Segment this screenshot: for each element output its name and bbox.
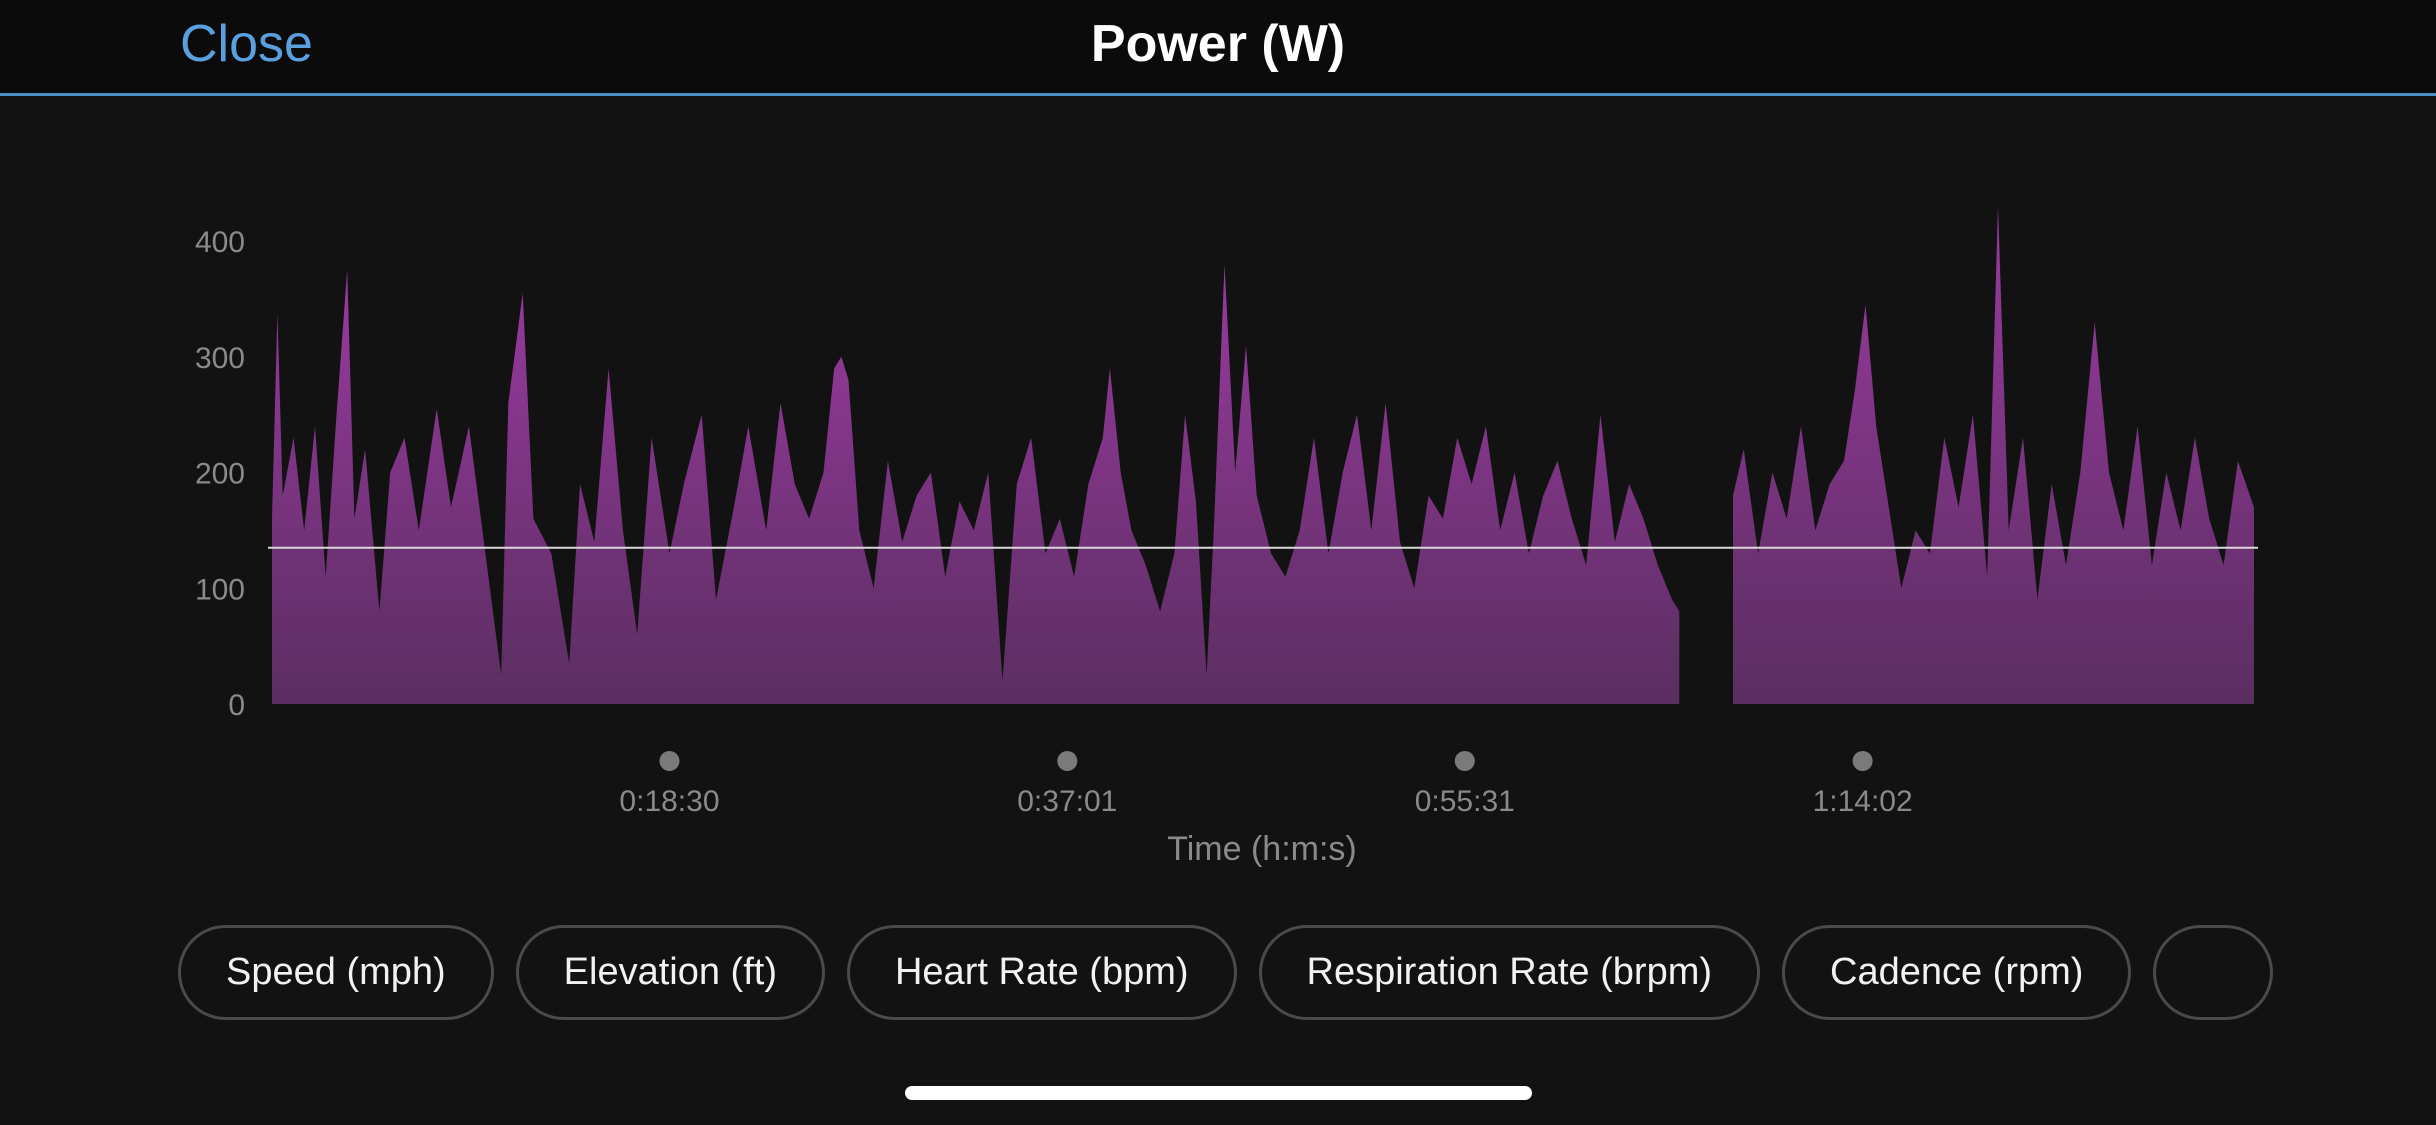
y-tick-label: 0 bbox=[228, 689, 245, 722]
metric-pill[interactable]: Elevation (ft) bbox=[515, 925, 825, 1020]
metric-pill[interactable]: Cadence (rpm) bbox=[1782, 925, 2132, 1020]
y-axis: 0 100 200 300 400 bbox=[195, 226, 245, 722]
x-tick-marker[interactable] bbox=[1057, 751, 1078, 771]
power-area-layer bbox=[272, 206, 2254, 705]
y-tick-label: 300 bbox=[195, 342, 245, 375]
header-bar: Close Power (W) bbox=[0, 0, 2436, 96]
metric-pill[interactable]: Respiration Rate (brpm) bbox=[1258, 925, 1761, 1020]
metric-selector[interactable]: Speed (mph) Elevation (ft) Heart Rate (bpm… bbox=[178, 925, 2306, 1020]
page-title: Power (W) bbox=[1090, 15, 1346, 73]
metric-pill[interactable]: Heart Rate (bpm) bbox=[846, 925, 1237, 1020]
y-tick-label: 200 bbox=[195, 458, 245, 491]
power-area-segment bbox=[1733, 206, 2254, 705]
x-tick-label: 0:55:31 bbox=[1415, 785, 1515, 818]
home-indicator[interactable] bbox=[905, 1086, 1532, 1100]
metric-pill[interactable] bbox=[2153, 925, 2274, 1020]
y-tick-label: 400 bbox=[195, 226, 245, 259]
y-tick-label: 100 bbox=[195, 573, 245, 606]
close-button[interactable]: Close bbox=[180, 15, 313, 73]
power-area-segment bbox=[272, 264, 1680, 704]
metric-pill[interactable]: Speed (mph) bbox=[178, 925, 494, 1020]
x-tick-marker[interactable] bbox=[1454, 751, 1475, 771]
x-tick-label: 1:14:02 bbox=[1813, 785, 1913, 818]
x-tick-label: 0:37:01 bbox=[1017, 785, 1117, 818]
x-axis-title: Time (h:m:s) bbox=[1167, 830, 1357, 868]
x-tick-marker[interactable] bbox=[1852, 751, 1873, 771]
x-tick-marker[interactable] bbox=[659, 751, 680, 771]
power-chart[interactable]: 0 100 200 300 400 0:18:30 0:37:01 0:55:31 1:14:… bbox=[0, 96, 2436, 886]
x-axis: 0:18:30 0:37:01 0:55:31 1:14:02 bbox=[619, 751, 1913, 818]
x-tick-label: 0:18:30 bbox=[619, 785, 719, 818]
